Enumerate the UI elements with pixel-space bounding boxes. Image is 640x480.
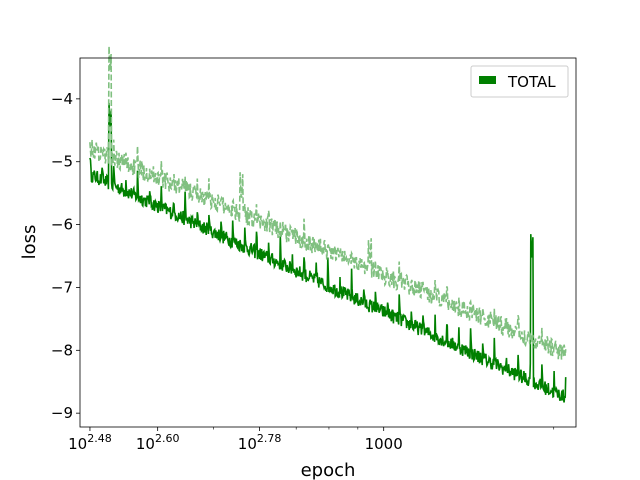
x-axis-title: epoch <box>301 460 356 480</box>
x-tick-label: 102.78 <box>238 432 282 453</box>
series-1-line <box>89 102 567 403</box>
legend-box <box>470 65 569 98</box>
x-tick-label: 102.48 <box>68 432 112 453</box>
y-tick-label: −4 <box>51 90 73 108</box>
y-axis-title: loss <box>19 225 40 260</box>
y-tick-label: −7 <box>51 278 73 296</box>
plot-frame <box>79 57 577 428</box>
series-2-line <box>89 46 567 360</box>
y-tick-label: −9 <box>51 404 73 422</box>
legend-swatch <box>479 76 496 84</box>
y-tick-label: −8 <box>51 341 73 359</box>
y-tick-label: −5 <box>51 153 73 171</box>
x-tick-label: 1000 <box>365 435 403 453</box>
x-tick-label: 102.60 <box>136 432 180 453</box>
x-axis: 102.48 102.60 102.78 1000 <box>68 427 555 453</box>
series-layer <box>89 46 567 403</box>
legend: TOTAL <box>470 65 569 98</box>
y-tick-label: −6 <box>51 216 73 234</box>
legend-label: TOTAL <box>507 73 556 91</box>
y-axis: −9 −8 −7 −6 −5 −4 <box>51 90 80 422</box>
